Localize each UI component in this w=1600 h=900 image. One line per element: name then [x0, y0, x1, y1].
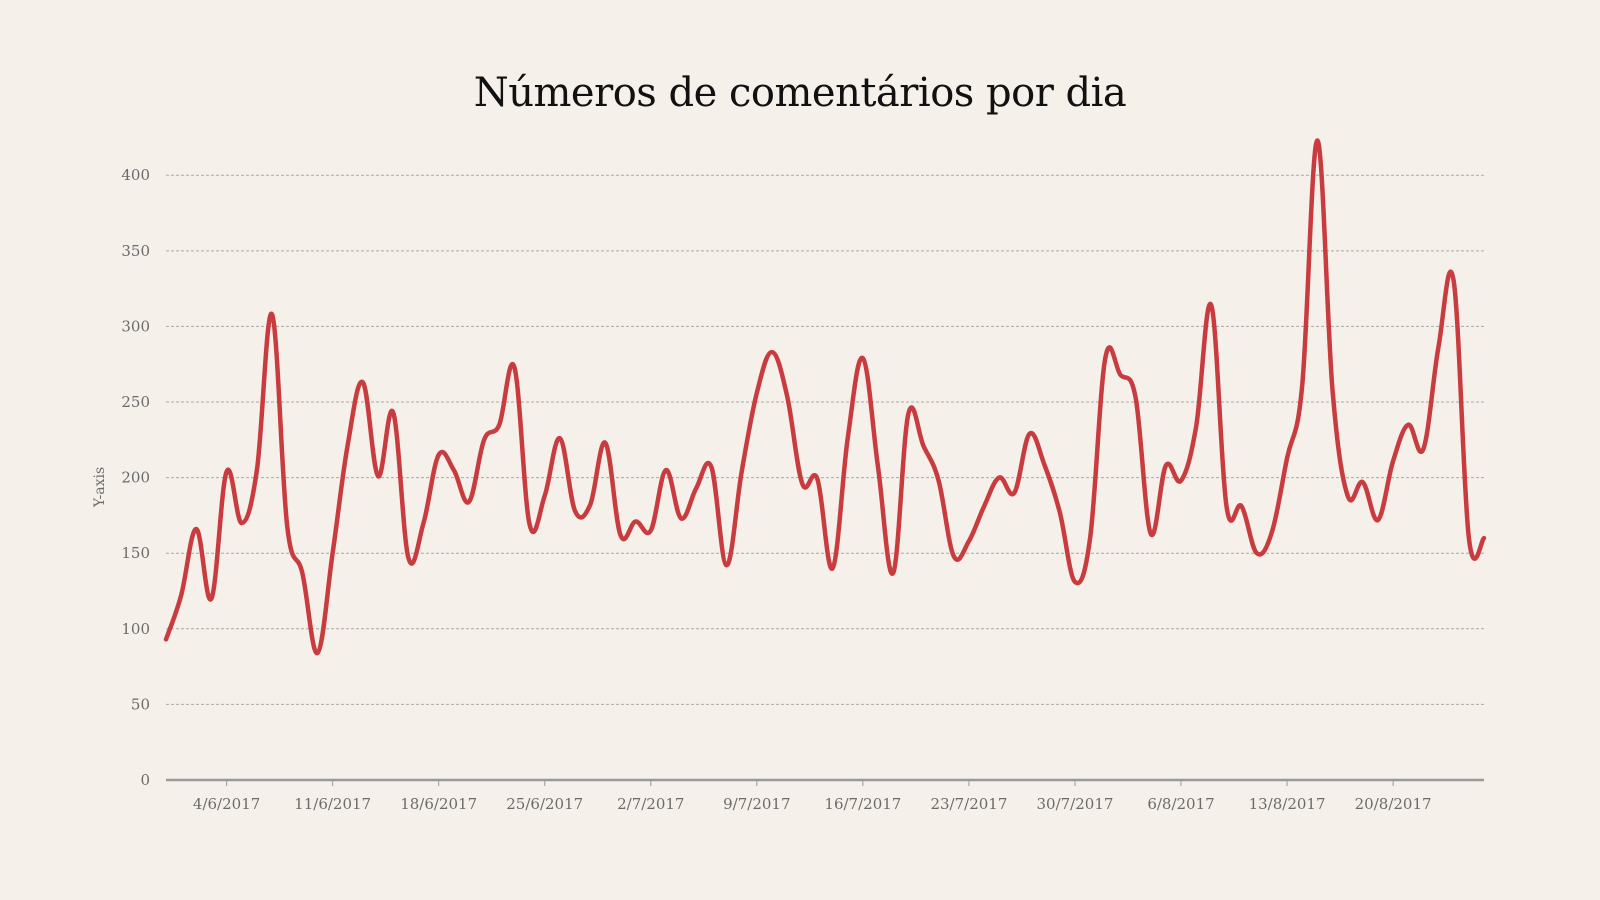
- series-layer: [163, 138, 1487, 656]
- grid-layer: [166, 174, 1484, 705]
- axis-layer: 0 50 100 150 200 250 300 350 400 4/6/2017 11/6/201…: [121, 166, 1484, 813]
- x-tick-label: 20/8/2017: [1355, 795, 1432, 813]
- x-tick-label: 6/8/2017: [1147, 795, 1214, 813]
- y-tick-label: 100: [121, 620, 150, 638]
- y-tick-label: 300: [121, 317, 150, 335]
- x-tick-label: 23/7/2017: [930, 795, 1007, 813]
- x-tick-label: 13/8/2017: [1249, 795, 1326, 813]
- x-tick-label: 9/7/2017: [723, 795, 790, 813]
- x-tick-label: 25/6/2017: [506, 795, 583, 813]
- y-tick-label: 150: [121, 544, 150, 562]
- y-tick-label: 0: [140, 771, 150, 789]
- x-tick-label: 16/7/2017: [824, 795, 901, 813]
- x-tick-label: 11/6/2017: [294, 795, 371, 813]
- x-tick-label: 2/7/2017: [617, 795, 684, 813]
- y-tick-label: 50: [131, 695, 150, 713]
- x-tick-label: 18/6/2017: [400, 795, 477, 813]
- y-axis-title: Y-axis: [92, 467, 108, 508]
- series-line: [163, 138, 1487, 656]
- x-tick-label: 4/6/2017: [193, 795, 260, 813]
- chart-title: Números de comentários por dia: [473, 70, 1127, 116]
- y-tick-label: 250: [121, 393, 150, 411]
- y-tick-label: 350: [121, 242, 150, 260]
- y-tick-label: 200: [121, 469, 150, 487]
- x-tick-label: 30/7/2017: [1037, 795, 1114, 813]
- y-tick-label: 400: [121, 166, 150, 184]
